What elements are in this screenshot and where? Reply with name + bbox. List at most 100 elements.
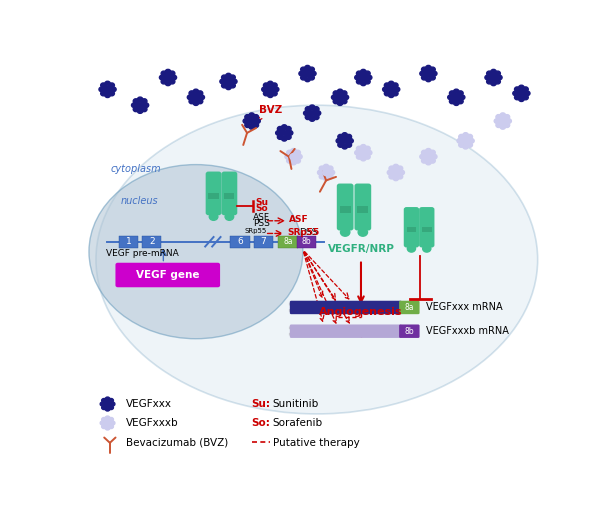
FancyBboxPatch shape (221, 172, 237, 215)
Circle shape (490, 75, 497, 81)
Circle shape (281, 125, 287, 130)
FancyBboxPatch shape (142, 236, 161, 248)
Circle shape (305, 65, 310, 70)
Text: DSS: DSS (299, 228, 318, 237)
Circle shape (388, 93, 394, 98)
Circle shape (137, 102, 143, 108)
Circle shape (513, 91, 518, 96)
Circle shape (230, 75, 235, 80)
Circle shape (263, 91, 269, 96)
Circle shape (454, 89, 459, 94)
Text: VEGFxxxb mRNA: VEGFxxxb mRNA (426, 326, 509, 336)
Circle shape (341, 138, 348, 144)
Circle shape (164, 75, 172, 81)
Circle shape (348, 138, 353, 143)
Text: VEGFxxx mRNA: VEGFxxx mRNA (426, 302, 503, 313)
Circle shape (355, 151, 360, 155)
Circle shape (407, 245, 416, 252)
Circle shape (187, 95, 193, 100)
Circle shape (500, 113, 506, 118)
Circle shape (281, 136, 287, 141)
Circle shape (383, 87, 388, 91)
Circle shape (397, 174, 403, 179)
Circle shape (393, 176, 398, 180)
Text: 8a: 8a (404, 303, 414, 312)
FancyBboxPatch shape (404, 207, 419, 248)
Circle shape (110, 402, 115, 406)
Circle shape (338, 134, 343, 139)
Text: So:: So: (252, 418, 271, 428)
Circle shape (226, 74, 231, 78)
Text: 7: 7 (260, 237, 266, 246)
Circle shape (361, 69, 366, 74)
Text: 2: 2 (149, 237, 155, 246)
Text: VEGF pre-mRNA: VEGF pre-mRNA (106, 249, 179, 259)
Circle shape (272, 91, 277, 96)
Circle shape (342, 133, 347, 137)
Circle shape (392, 83, 398, 87)
Circle shape (422, 67, 427, 72)
FancyBboxPatch shape (407, 227, 416, 232)
Circle shape (287, 158, 292, 163)
Circle shape (385, 91, 390, 96)
Circle shape (463, 133, 469, 137)
FancyBboxPatch shape (289, 309, 403, 312)
Circle shape (337, 94, 344, 100)
Circle shape (448, 95, 453, 100)
Circle shape (487, 79, 492, 84)
Circle shape (291, 160, 296, 165)
Circle shape (109, 425, 113, 429)
Circle shape (131, 103, 137, 107)
Circle shape (109, 83, 115, 87)
Circle shape (518, 85, 524, 90)
Circle shape (358, 228, 368, 236)
Circle shape (430, 76, 435, 80)
Circle shape (286, 126, 291, 131)
Text: Angiogenesis: Angiogenesis (319, 307, 403, 317)
Circle shape (356, 155, 362, 159)
Circle shape (331, 95, 337, 100)
Circle shape (277, 126, 283, 131)
Text: 8a: 8a (283, 237, 293, 246)
FancyBboxPatch shape (289, 333, 403, 336)
Circle shape (430, 67, 435, 72)
Circle shape (518, 90, 525, 97)
Circle shape (105, 407, 110, 411)
FancyBboxPatch shape (289, 326, 403, 329)
Circle shape (422, 245, 431, 252)
Circle shape (133, 99, 139, 103)
Text: cytoplasm: cytoplasm (110, 164, 161, 174)
Circle shape (286, 135, 291, 139)
Circle shape (281, 130, 288, 136)
Text: Bevacizumab (BVZ): Bevacizumab (BVZ) (126, 438, 229, 448)
Circle shape (291, 149, 296, 153)
Circle shape (193, 89, 199, 94)
FancyBboxPatch shape (289, 303, 403, 305)
Circle shape (328, 174, 333, 179)
Circle shape (425, 149, 431, 153)
FancyBboxPatch shape (254, 236, 273, 248)
Circle shape (290, 154, 297, 160)
Circle shape (389, 174, 394, 179)
Circle shape (161, 71, 167, 76)
Circle shape (100, 421, 105, 425)
Circle shape (333, 91, 338, 96)
Circle shape (193, 101, 199, 105)
Text: 8b: 8b (302, 237, 311, 246)
FancyBboxPatch shape (206, 172, 221, 215)
Circle shape (422, 76, 427, 80)
Circle shape (255, 119, 260, 123)
Circle shape (272, 83, 277, 87)
Circle shape (304, 70, 311, 77)
Circle shape (225, 213, 233, 221)
Circle shape (277, 135, 283, 139)
Circle shape (309, 76, 314, 80)
Circle shape (485, 75, 490, 80)
Circle shape (104, 401, 110, 407)
Text: SRp55: SRp55 (245, 228, 267, 234)
Circle shape (143, 103, 149, 107)
Circle shape (105, 397, 110, 401)
Circle shape (388, 86, 395, 93)
Circle shape (365, 155, 370, 159)
Circle shape (420, 154, 425, 159)
